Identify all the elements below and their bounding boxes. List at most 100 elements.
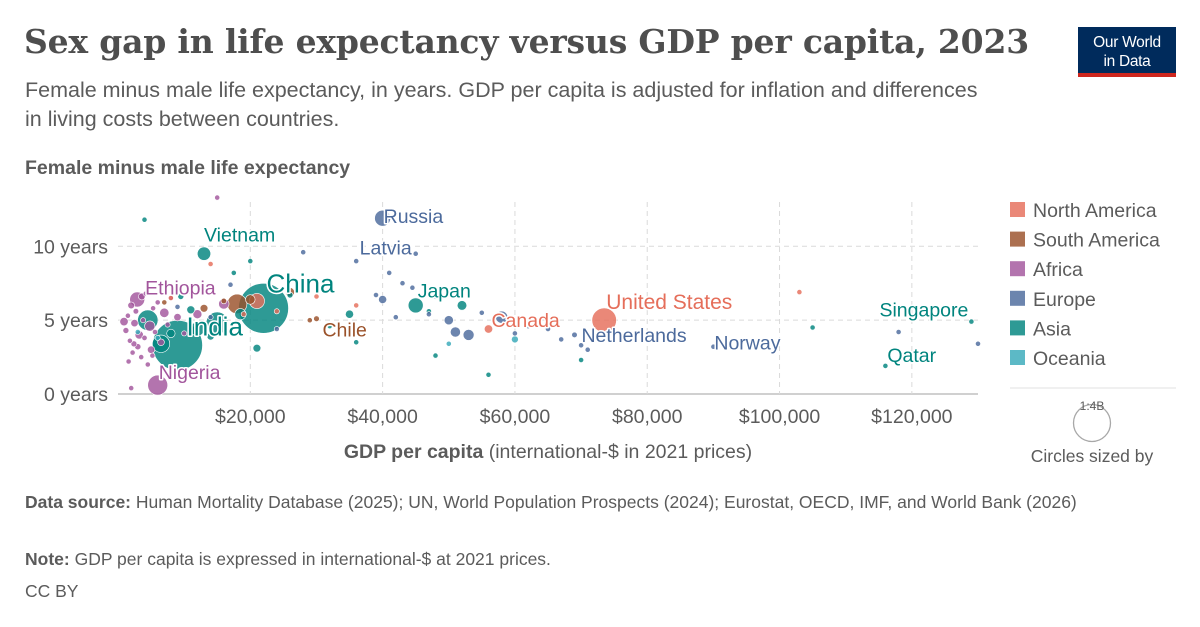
data-point[interactable] — [545, 326, 551, 332]
legend-item-africa[interactable]: Africa — [1010, 259, 1083, 281]
data-point[interactable] — [161, 299, 168, 306]
data-point[interactable] — [286, 291, 294, 299]
data-point[interactable] — [207, 314, 214, 321]
data-point[interactable] — [154, 334, 161, 341]
data-point[interactable] — [353, 302, 360, 309]
data-point[interactable] — [134, 329, 141, 335]
license-link[interactable]: CC BY — [25, 581, 79, 601]
data-point[interactable] — [190, 321, 205, 337]
data-point[interactable] — [373, 292, 379, 298]
data-point[interactable] — [306, 317, 313, 324]
data-point[interactable] — [164, 321, 171, 328]
data-point[interactable] — [141, 216, 148, 223]
data-point[interactable] — [122, 327, 130, 334]
legend-item-south-america[interactable]: South America — [1010, 230, 1160, 252]
data-point[interactable] — [432, 293, 439, 300]
data-point[interactable] — [147, 345, 156, 354]
data-point[interactable] — [409, 284, 416, 291]
data-point[interactable] — [353, 339, 360, 346]
data-point[interactable] — [247, 258, 254, 264]
data-point[interactable] — [392, 314, 399, 321]
data-point-vietnam[interactable] — [197, 246, 212, 261]
data-point[interactable] — [132, 308, 139, 315]
data-point[interactable] — [558, 336, 565, 343]
data-point[interactable] — [214, 194, 221, 201]
data-point[interactable] — [230, 269, 237, 276]
data-point[interactable] — [130, 340, 138, 348]
data-point[interactable] — [186, 305, 196, 315]
data-point[interactable] — [177, 293, 185, 300]
data-point[interactable] — [796, 289, 803, 295]
data-point-united-states[interactable] — [591, 307, 617, 333]
data-point[interactable] — [353, 258, 360, 264]
data-point[interactable] — [432, 352, 439, 359]
data-point[interactable] — [192, 309, 203, 320]
data-point[interactable] — [207, 324, 214, 331]
data-point[interactable] — [199, 304, 209, 313]
data-point[interactable] — [138, 354, 145, 360]
data-point[interactable] — [129, 349, 136, 356]
data-point-latvia[interactable] — [412, 250, 419, 257]
data-point[interactable] — [975, 340, 981, 347]
data-point[interactable] — [578, 357, 584, 363]
data-point[interactable] — [127, 301, 135, 310]
data-point[interactable] — [154, 299, 161, 306]
data-point[interactable] — [207, 261, 214, 267]
data-point[interactable] — [130, 319, 139, 328]
data-point[interactable] — [144, 361, 151, 368]
data-point[interactable] — [240, 311, 247, 318]
data-point[interactable] — [578, 342, 584, 349]
data-point[interactable] — [252, 344, 262, 353]
data-point-chile[interactable] — [313, 315, 320, 322]
data-point[interactable] — [149, 352, 156, 359]
data-point[interactable] — [445, 340, 452, 347]
data-point[interactable] — [443, 315, 454, 326]
data-point-nigeria[interactable] — [147, 374, 168, 396]
data-point[interactable] — [495, 310, 509, 324]
data-point[interactable] — [511, 335, 519, 344]
data-point[interactable] — [187, 289, 194, 295]
data-point[interactable] — [119, 317, 129, 327]
data-point[interactable] — [126, 337, 133, 344]
owid-logo[interactable]: Our World in Data — [1078, 27, 1176, 77]
data-point[interactable] — [386, 269, 393, 276]
data-point[interactable] — [220, 297, 227, 305]
data-point[interactable] — [125, 358, 132, 365]
data-point[interactable] — [584, 346, 591, 353]
data-point-singapore[interactable] — [968, 318, 975, 325]
data-point-japan[interactable] — [407, 297, 424, 314]
data-point[interactable] — [150, 305, 156, 312]
data-point[interactable] — [142, 290, 149, 297]
data-point[interactable] — [425, 311, 432, 318]
legend-item-north-america[interactable]: North America — [1010, 200, 1157, 222]
data-point[interactable] — [159, 307, 170, 318]
data-point[interactable] — [166, 328, 176, 338]
data-point[interactable] — [181, 330, 188, 337]
data-point[interactable] — [141, 334, 148, 341]
data-point[interactable] — [167, 295, 174, 301]
data-point[interactable] — [174, 303, 181, 310]
data-point[interactable] — [125, 312, 131, 319]
data-point[interactable] — [462, 329, 475, 341]
legend-item-asia[interactable]: Asia — [1010, 318, 1071, 340]
data-point-norway[interactable] — [710, 343, 717, 350]
legend-item-europe[interactable]: Europe — [1010, 289, 1096, 311]
data-point[interactable] — [456, 300, 468, 311]
data-point[interactable] — [273, 326, 280, 332]
data-point[interactable] — [245, 294, 256, 305]
data-point[interactable] — [485, 371, 492, 378]
data-point-qatar[interactable] — [882, 362, 889, 369]
data-point[interactable] — [525, 323, 532, 329]
data-point-russia[interactable] — [374, 209, 391, 227]
data-point[interactable] — [326, 323, 333, 329]
data-point[interactable] — [140, 317, 146, 324]
legend-item-oceania[interactable]: Oceania — [1010, 348, 1106, 370]
data-point[interactable] — [345, 309, 354, 319]
data-point[interactable] — [152, 329, 158, 335]
data-point-canada[interactable] — [483, 324, 493, 334]
data-point[interactable] — [895, 329, 902, 335]
data-point[interactable] — [809, 324, 816, 331]
data-point[interactable] — [478, 309, 485, 316]
data-point[interactable] — [399, 280, 406, 287]
data-point[interactable] — [157, 338, 165, 346]
